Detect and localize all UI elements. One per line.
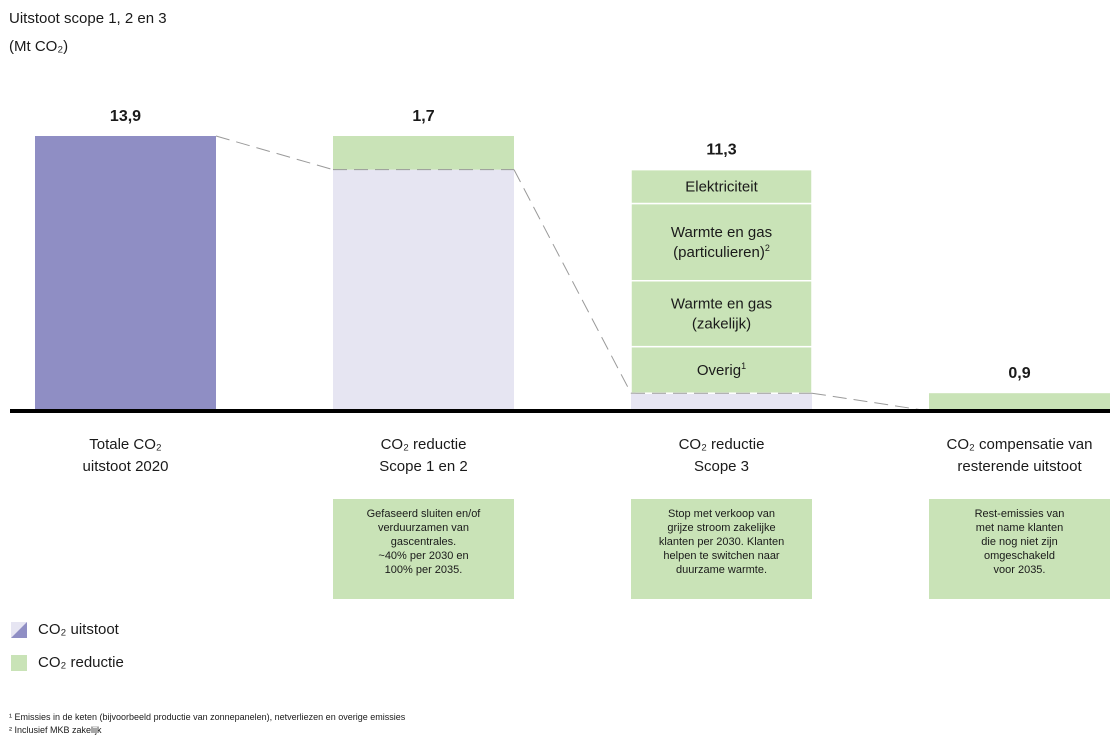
legend-label-emission: CO₂ uitstoot <box>38 621 119 638</box>
chart-title: Uitstoot scope 1, 2 en 3 <box>9 10 167 27</box>
segment-overig-label: Overig1 <box>697 361 746 379</box>
category-label: CO₂ reductie <box>679 436 765 453</box>
category-label: Totale CO₂ <box>89 436 162 453</box>
note-scope-1-2: Gefaseerd sluiten en/of verduurzamen van… <box>333 499 514 599</box>
category-label: Scope 3 <box>694 458 749 475</box>
segment-warmte-gas-particulieren <box>630 202 813 282</box>
legend-swatch-reduction <box>11 654 27 671</box>
category-label: CO₂ reductie <box>381 436 467 453</box>
value-label: 11,3 <box>706 142 736 159</box>
segment-elektriciteit-label: Elektriciteit <box>685 179 758 196</box>
segment-warmte-gas-zakelijk-label: Warmte en gas <box>671 296 772 313</box>
category-label: Scope 1 en 2 <box>379 458 467 475</box>
bar-remaining-after-scope-3 <box>631 393 812 411</box>
value-label: 13,9 <box>110 108 141 125</box>
segment-warmte-gas-particulieren-label: Warmte en gas <box>671 224 772 241</box>
legend-swatch-emission <box>11 621 27 638</box>
legend-item-reduction: CO₂ reductie <box>11 654 124 671</box>
value-label: 0,9 <box>1008 365 1030 382</box>
connector-line <box>811 392 930 412</box>
bar-reduction-scope-1-2 <box>333 136 514 170</box>
connector-line <box>513 169 632 394</box>
footnote-1: ¹ Emissies in de keten (bijvoorbeeld pro… <box>9 712 406 722</box>
segment-warmte-gas-zakelijk-label: (zakelijk) <box>692 316 751 333</box>
chart-unit: (Mt CO₂) <box>9 38 69 55</box>
bar-total-emissions <box>35 136 216 411</box>
note-scope-3: Stop met verkoop van grijze stroom zakel… <box>631 499 812 599</box>
waterfall-chart: Elektriciteit Warmte en gas (particulieren… <box>10 108 1110 475</box>
segment-warmte-gas-particulieren-label: (particulieren)2 <box>673 243 770 261</box>
segment-warmte-gas-zakelijk <box>630 279 813 348</box>
footnote-2: ² Inclusief MKB zakelijk <box>9 725 102 735</box>
connector-line <box>215 135 334 171</box>
category-label: resterende uitstoot <box>957 458 1082 475</box>
legend-label-reduction: CO₂ reductie <box>38 654 124 671</box>
bar-compensation <box>929 393 1110 412</box>
category-label: uitstoot 2020 <box>83 458 169 475</box>
value-label: 1,7 <box>412 108 434 125</box>
segment-overig <box>630 345 813 394</box>
bar-remaining-after-scope-1-2 <box>333 169 514 411</box>
category-label: CO₂ compensatie van <box>947 436 1093 453</box>
note-compensation: Rest-emissies van met name klanten die n… <box>929 499 1110 599</box>
legend-item-emission: CO₂ uitstoot <box>11 621 119 638</box>
